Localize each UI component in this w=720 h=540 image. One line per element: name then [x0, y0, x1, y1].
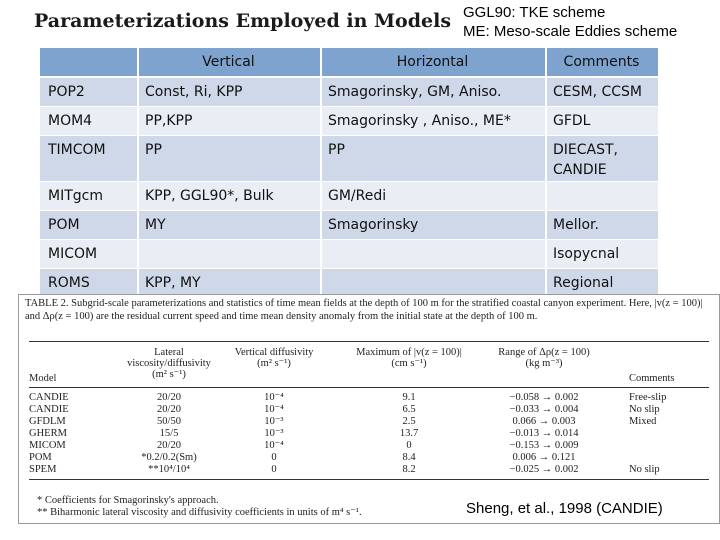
table-row [40, 211, 658, 240]
header-cell: Horizontal [396, 54, 469, 70]
inset-cell: CANDIE [29, 392, 69, 403]
rule [29, 387, 709, 388]
table-cell: MICOM [48, 246, 98, 262]
footnote: * Coefficients for Smagorinsky's approac… [37, 495, 219, 506]
inset-cell: Mixed [629, 416, 657, 427]
inset-cell: 2.5 [402, 416, 416, 427]
inset-cell: 0.066 → 0.003 [512, 416, 576, 427]
table-cell: Isopycnal [553, 246, 620, 262]
table-cell: POP2 [48, 84, 85, 100]
inset-cell: −0.033 → 0.004 [509, 404, 579, 415]
inset-header: Maximum of |v(z = 100)| (cm s⁻¹) [356, 347, 462, 369]
caption: TABLE 2. Subgrid-scale parameterizations… [25, 298, 703, 322]
column-divider [320, 48, 322, 298]
inset-header: Model [29, 373, 57, 384]
inset-cell: 0 [271, 452, 277, 463]
table-row [40, 78, 658, 107]
inset-cell: 20/20 [157, 404, 181, 415]
table-cell: GM/Redi [328, 188, 387, 204]
column-divider [545, 48, 547, 298]
table-cell: KPP, MY [145, 275, 201, 291]
inset-cell: 9.1 [402, 392, 416, 403]
table-cell: TIMCOM [48, 142, 106, 158]
inset-header: Comments [629, 373, 675, 384]
table: Vertical Horizontal Comments POP2 Const, Ri,… [40, 48, 658, 311]
inset-cell: CANDIE [29, 404, 69, 415]
footnote: ** Biharmonic lateral viscosity and diff… [37, 507, 362, 518]
table-cell: Smagorinsky, GM, Aniso. [328, 84, 502, 100]
table-cell: Smagorinsky [328, 217, 419, 233]
table-cell: CESM, CCSM [553, 84, 643, 100]
table-cell: PP,KPP [145, 113, 193, 129]
inset-cell: 15/5 [159, 428, 179, 439]
table-cell: PP [145, 142, 162, 158]
inset-cell: No slip [629, 464, 660, 475]
inset-cell: **10⁴/10⁴ [148, 464, 190, 475]
header-cell: Comments [563, 54, 640, 70]
inset-header: Lateral viscosity/diffusivity (m² s⁻¹) [127, 347, 211, 380]
inset-cell: 0 [271, 464, 277, 475]
credit: Sheng, et al., 1998 (CANDIE) [462, 498, 667, 519]
table-cell: GFDL [553, 113, 591, 129]
inset-cell: 10⁻⁴ [264, 392, 284, 403]
inset-cell: −0.013 → 0.014 [509, 428, 579, 439]
inset-cell: POM [29, 452, 52, 463]
inset-cell: Free-slip [629, 392, 667, 403]
inset-cell: 0 [406, 440, 412, 451]
table-cell: DIECAST, CANDIE [553, 142, 618, 178]
inset-cell: 20/20 [157, 392, 181, 403]
inset-cell: GFDLM [29, 416, 66, 427]
inset-cell: −0.058 → 0.002 [509, 392, 579, 403]
table-cell: Smagorinsky , Aniso., ME* [328, 113, 511, 129]
title: Parameterizations Employed in Models [34, 10, 452, 32]
inset-header: Vertical diffusivity (m² s⁻¹) [234, 347, 314, 369]
table-row [40, 136, 658, 182]
table-cell: MITgcm [48, 188, 103, 204]
table-cell: KPP, GGL90*, Bulk [145, 188, 274, 204]
inset-cell: No slip [629, 404, 660, 415]
inset-cell: SPEM [29, 464, 57, 475]
rule [29, 341, 709, 342]
inset-cell: 10⁻³ [264, 428, 284, 439]
inset-cell: GHERM [29, 428, 67, 439]
header-cell: Vertical [202, 54, 255, 70]
inset-header: Range of Δρ(z = 100) (kg m⁻³) [498, 347, 590, 369]
table-cell: PP [328, 142, 345, 158]
table-cell: Mellor. [553, 217, 599, 233]
inset-cell: 50/50 [157, 416, 181, 427]
table-row [40, 107, 658, 136]
inset-cell: 0.006 → 0.121 [512, 452, 576, 463]
inset-cell: *0.2/0.2(Sm) [141, 452, 197, 463]
inset-cell: 8.2 [402, 464, 416, 475]
table-cell: MY [145, 217, 166, 233]
inset-cell: 10⁻⁴ [264, 440, 284, 451]
note: GGL90: TKE scheme [463, 4, 606, 21]
table-row [40, 182, 658, 211]
column-divider [137, 48, 139, 298]
table-cell: POM [48, 217, 80, 233]
note: ME: Meso-scale Eddies scheme [463, 23, 678, 40]
rule [29, 479, 709, 480]
scanned-table: TABLE 2. Subgrid-scale parameterizations… [18, 294, 720, 524]
table-cell: ROMS [48, 275, 90, 291]
inset-cell: 10⁻³ [264, 416, 284, 427]
inset-cell: −0.025 → 0.002 [509, 464, 579, 475]
inset-cell: 6.5 [402, 404, 416, 415]
inset-cell: 20/20 [157, 440, 181, 451]
table-row [40, 240, 658, 269]
inset-cell: MICOM [29, 440, 66, 451]
inset-cell: −0.153 → 0.009 [509, 440, 579, 451]
inset-cell: 8.4 [402, 452, 416, 463]
table-cell: MOM4 [48, 113, 93, 129]
inset-cell: 10⁻⁴ [264, 404, 284, 415]
inset-cell: 13.7 [399, 428, 419, 439]
table-cell: Const, Ri, KPP [145, 84, 243, 100]
header-row [40, 48, 658, 78]
